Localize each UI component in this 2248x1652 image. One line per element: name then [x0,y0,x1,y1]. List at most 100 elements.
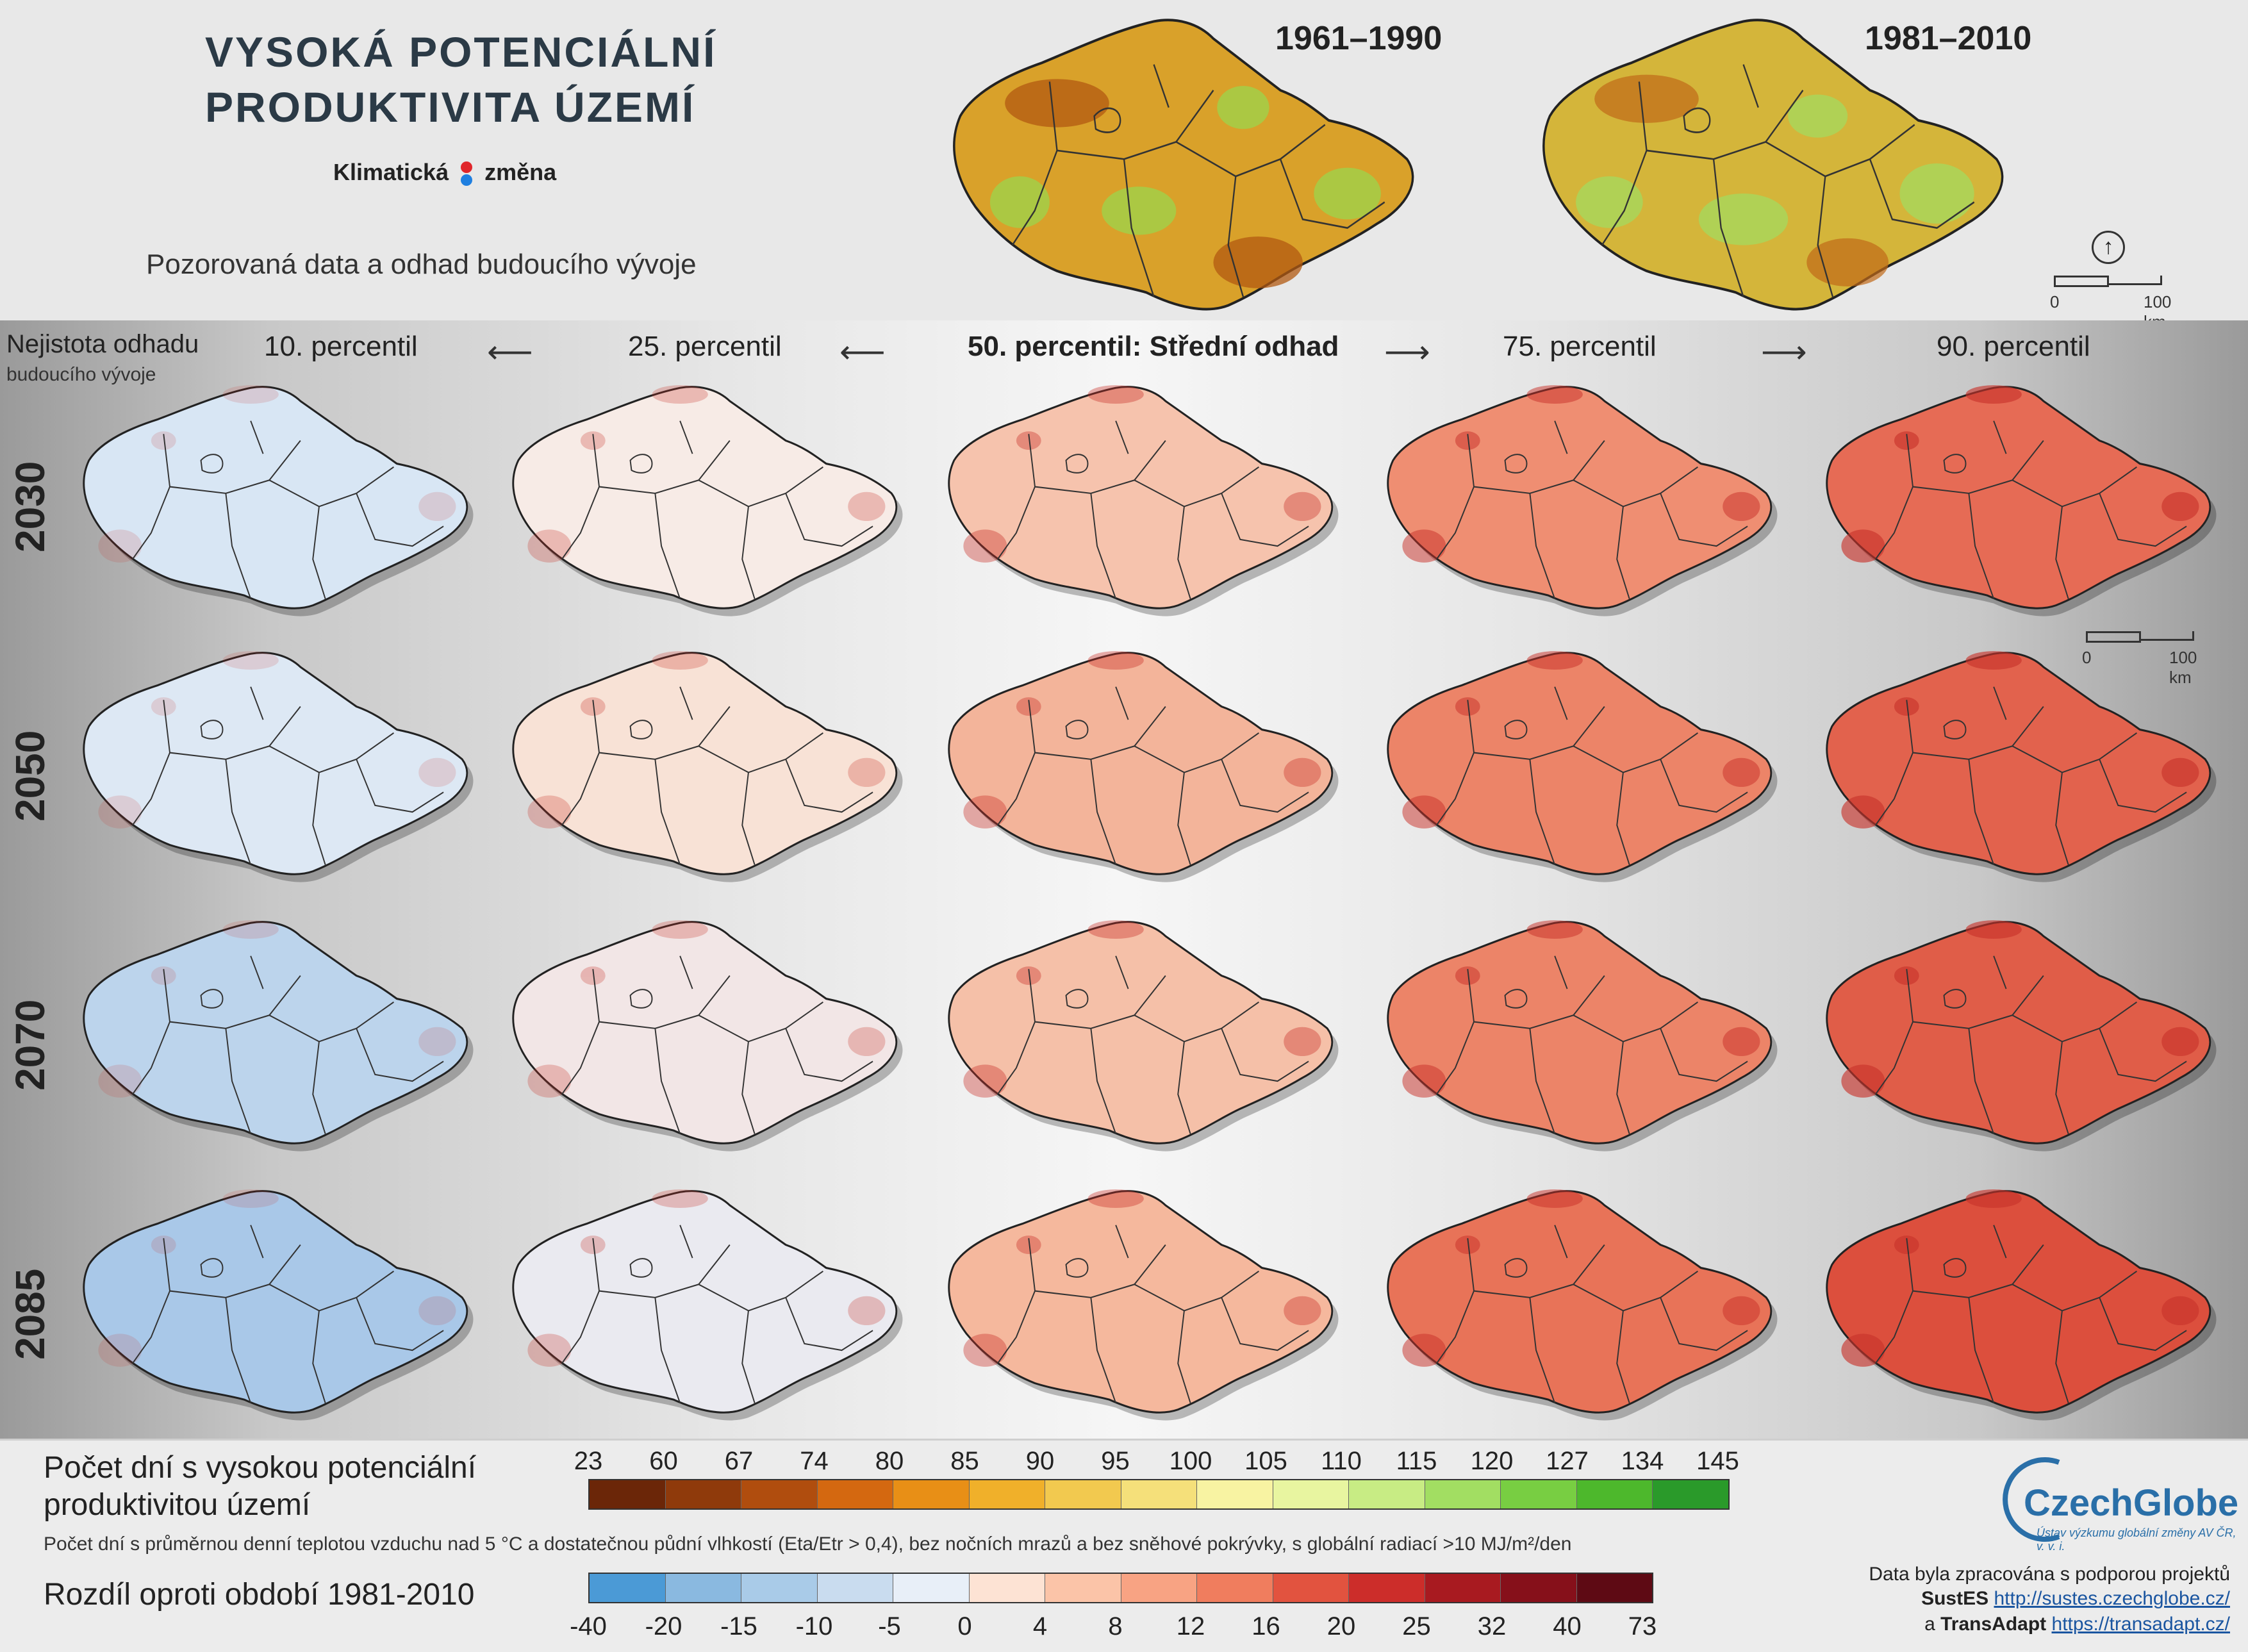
legend-tick: -10 [795,1612,833,1640]
legend-swatch [893,1574,970,1602]
legend-tick: 127 [1546,1447,1589,1475]
year-2070: 2070 [7,999,53,1091]
link-transadapt[interactable]: https://transadapt.cz/ [2051,1614,2230,1635]
change-map [929,381,1352,616]
change-map [493,916,916,1152]
brand-left: Klimatická [333,159,449,185]
change-map [929,647,1352,882]
link-sustes[interactable]: http://sustes.czechglobe.cz/ [1994,1588,2230,1609]
legend-tick: 85 [950,1447,979,1475]
legend-tick: 8 [1108,1612,1123,1640]
legend-swatch [1273,1480,1349,1508]
change-map [1807,647,2230,882]
legend-note: Počet dní s průměrnou denní teplotou vzd… [44,1533,1572,1555]
legend-bar-days [588,1479,1730,1510]
legend-tick: -20 [645,1612,682,1640]
uncertainty-sublabel: budoucího vývoje [6,364,156,385]
legend-tick: 145 [1696,1447,1739,1475]
change-map [1368,1185,1791,1421]
logo-text: CzechGlobe [2024,1482,2239,1524]
legend-swatch [1653,1480,1728,1508]
period-1981-2010: 1981–2010 [1865,20,2032,57]
change-map [929,916,1352,1152]
legend-tick: 110 [1321,1447,1362,1475]
legend-ticks-days: 23 60 67 74 80 85 90 95 100 105 110 115 120 127 134 145 [574,1447,1793,1479]
legend-tick: 67 [724,1447,754,1475]
legend-swatch [969,1574,1045,1602]
legend-tick: 134 [1621,1447,1664,1475]
change-map [493,647,916,882]
change-map [1368,647,1791,882]
header-panel: VYSOKÁ POTENCIÁLNÍ PRODUKTIVITA ÚZEMÍ Kl… [0,0,2248,331]
legend-tick: 23 [574,1447,603,1475]
legend-swatch [1349,1574,1425,1602]
scale-max: 100 km [2169,648,2197,687]
legend-swatch [1576,1480,1653,1508]
legend-swatch [741,1574,818,1602]
percentile-10: 10. percentil [264,331,418,362]
percentile-75: 75. percentil [1503,331,1657,362]
change-map [1368,381,1791,616]
credit-sustes: SustES http://sustes.czechglobe.cz/ [1921,1588,2230,1610]
legend-swatch [1045,1480,1121,1508]
logo-sub: Ústav výzkumu globální změny AV ČR, v. v… [2037,1526,2236,1553]
legend-tick: 73 [1628,1612,1657,1640]
north-arrow-icon: ↑ [2092,231,2125,264]
change-map [929,1185,1352,1421]
legend-tick: -15 [720,1612,757,1640]
change-map [64,647,487,882]
legend-swatch [590,1574,666,1602]
project-sustes: SustES [1921,1588,1989,1609]
legend-bar-change [588,1573,1653,1603]
year-2085: 2085 [7,1268,53,1360]
legend-tick: 60 [649,1447,678,1475]
legend-swatch [1349,1480,1425,1508]
legend-tick: 12 [1176,1612,1205,1640]
legend-swatch [1197,1574,1273,1602]
legend-swatch [1425,1480,1501,1508]
legend-swatch [1425,1574,1501,1602]
legend-swatch [817,1574,893,1602]
legend-swatch [1501,1574,1577,1602]
year-2050: 2050 [7,730,53,822]
legend-swatch [1197,1480,1273,1508]
arrow-right-icon: ⟶ [1761,334,1807,370]
scale-zero: 0 [2050,292,2060,311]
legend-tick: -5 [878,1612,901,1640]
scale-segment [2054,276,2109,287]
legend-tick: 90 [1025,1447,1055,1475]
change-map [1807,381,2230,616]
legend-title-days-line-1: Počet dní s vysokou potenciální [44,1451,477,1485]
legend-tick: 20 [1326,1612,1356,1640]
legend-swatch [1121,1574,1197,1602]
year-2030: 2030 [7,461,53,552]
legend-tick: 16 [1252,1612,1280,1640]
legend-tick: 0 [957,1612,972,1640]
legend-tick: 120 [1470,1447,1514,1475]
legend-tick: 95 [1101,1447,1130,1475]
legend-tick: 115 [1396,1447,1437,1475]
legend-tick: 25 [1402,1612,1431,1640]
legend-swatch [1121,1480,1197,1508]
legend-swatch [1576,1574,1652,1602]
credit-line: Data byla zpracována s podporou projektů [1869,1564,2230,1585]
change-map [1368,916,1791,1152]
subtitle: Pozorovaná data a odhad budoucího vývoje [146,249,697,280]
percentile-90: 90. percentil [1937,331,2090,362]
map-observed-1981-2010 [1520,13,2026,314]
title-line-2: PRODUKTIVITA ÚZEMÍ [205,83,696,131]
arrow-left-icon: ⟵ [487,334,533,370]
legend-tick: 100 [1169,1447,1212,1475]
period-1961-1990: 1961–1990 [1275,20,1442,57]
map-observed-1961-1990 [930,13,1437,314]
legend-swatch [893,1480,970,1508]
percentile-25: 25. percentil [628,331,782,362]
legend-title-days: Počet dní s vysokou potenciální produkti… [44,1450,476,1524]
project-transadapt: TransAdapt [1940,1614,2047,1635]
arrow-right-icon: ⟶ [1384,334,1430,370]
credit-and: a [1924,1614,1935,1635]
legend-tick: 32 [1477,1612,1507,1640]
legend-tick: 4 [1032,1612,1048,1640]
change-map [493,381,916,616]
brand-logo: Klimatická změna [333,159,556,186]
